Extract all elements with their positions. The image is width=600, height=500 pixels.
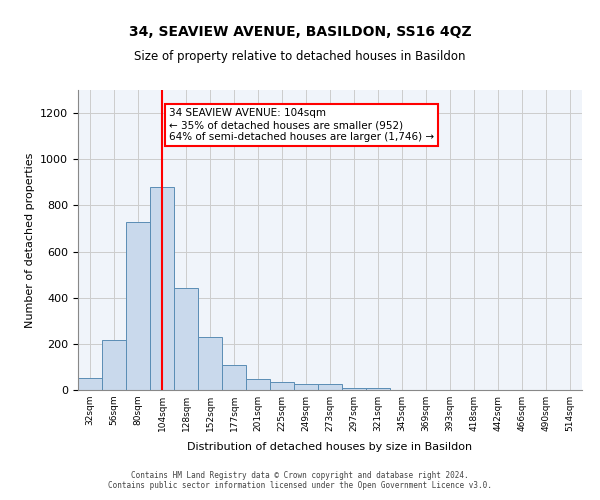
Bar: [150, 187, 174, 390]
Bar: [222, 364, 246, 390]
Text: Size of property relative to detached houses in Basildon: Size of property relative to detached ho…: [134, 50, 466, 63]
Text: Contains HM Land Registry data © Crown copyright and database right 2024.
Contai: Contains HM Land Registry data © Crown c…: [108, 470, 492, 490]
Bar: [366, 388, 390, 390]
Bar: [270, 382, 294, 390]
Bar: [78, 378, 102, 390]
Text: 34 SEAVIEW AVENUE: 104sqm
← 35% of detached houses are smaller (952)
64% of semi: 34 SEAVIEW AVENUE: 104sqm ← 35% of detac…: [169, 108, 434, 142]
Bar: [342, 388, 366, 390]
Bar: [198, 337, 222, 390]
X-axis label: Distribution of detached houses by size in Basildon: Distribution of detached houses by size …: [187, 442, 473, 452]
Bar: [174, 288, 198, 390]
Bar: [126, 222, 150, 390]
Bar: [294, 384, 318, 390]
Y-axis label: Number of detached properties: Number of detached properties: [25, 152, 35, 328]
Text: 34, SEAVIEW AVENUE, BASILDON, SS16 4QZ: 34, SEAVIEW AVENUE, BASILDON, SS16 4QZ: [128, 25, 472, 39]
Bar: [102, 340, 126, 390]
Bar: [318, 384, 342, 390]
Bar: [246, 379, 270, 390]
